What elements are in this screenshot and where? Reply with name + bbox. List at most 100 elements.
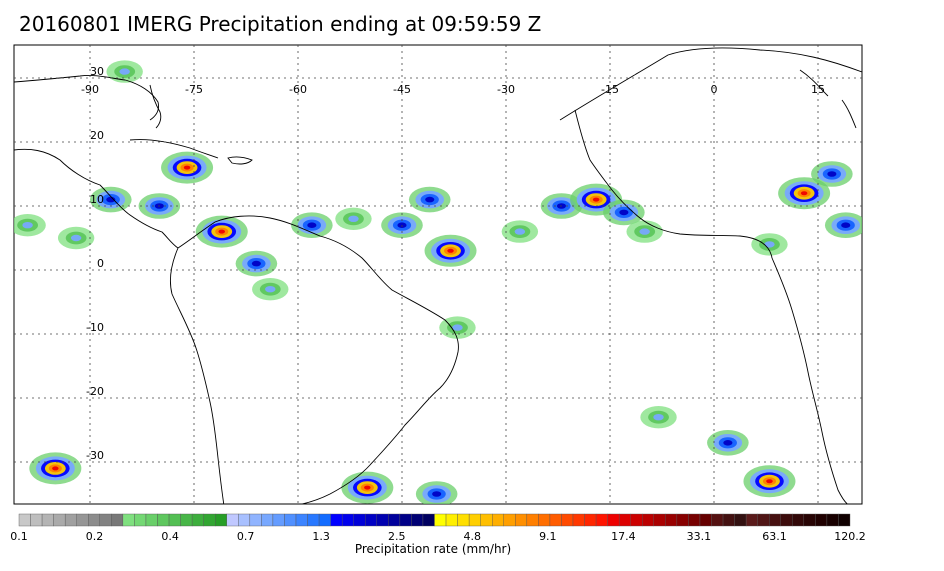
colorbar-tick-label: 17.4 xyxy=(611,530,636,543)
colorbar-cell xyxy=(688,513,701,527)
colorbar-cell xyxy=(653,513,666,527)
colorbar-cell xyxy=(607,513,620,527)
colorbar-cell xyxy=(388,513,401,527)
colorbar-title: Precipitation rate (mm/hr) xyxy=(354,542,512,556)
precip-cell xyxy=(626,220,663,243)
longitude-labels: -90 -75 -60 -45 -30 -15 0 15 xyxy=(81,83,825,96)
colorbar-cell xyxy=(572,513,585,527)
colorbar-cell xyxy=(595,513,608,527)
colorbar-cell xyxy=(226,513,239,527)
colorbar-cell xyxy=(41,513,54,527)
colorbar-cell xyxy=(353,513,366,527)
coastline-hispaniola xyxy=(227,156,253,165)
colorbar-cell xyxy=(261,513,274,527)
colorbar-cell xyxy=(341,513,354,527)
colorbar-cell xyxy=(180,513,193,527)
latitude-label: 30 xyxy=(90,65,104,78)
colorbar-cell xyxy=(618,513,631,527)
colorbar-cell xyxy=(295,513,308,527)
colorbar-cell xyxy=(711,513,724,527)
precip-cell xyxy=(751,233,788,256)
precip-cell xyxy=(603,199,645,226)
coastline-layer xyxy=(14,47,862,504)
colorbar-tick-label: 0.1 xyxy=(10,530,28,543)
latitude-label: -30 xyxy=(86,449,104,462)
precip-cell xyxy=(29,452,82,485)
colorbar-cell xyxy=(826,513,839,527)
precipitation-layer xyxy=(14,60,862,504)
colorbar-cell xyxy=(422,513,435,527)
colorbar-tick-label: 0.7 xyxy=(237,530,255,543)
colorbar-cell xyxy=(815,513,828,527)
colorbar-cell xyxy=(515,513,528,527)
precip-cell xyxy=(707,430,749,456)
longitude-label: -60 xyxy=(289,83,307,96)
colorbar-cell xyxy=(699,513,712,527)
colorbar-cell xyxy=(307,513,320,527)
colorbar-tick-label: 1.3 xyxy=(312,530,330,543)
colorbar-cell xyxy=(399,513,412,527)
colorbar-cell xyxy=(318,513,331,527)
colorbar-cell xyxy=(191,513,204,527)
precip-cell xyxy=(415,481,458,504)
coastline-africa-top xyxy=(559,47,862,121)
precip-cell xyxy=(743,465,796,498)
colorbar-cell xyxy=(53,513,66,527)
colorbar-cell xyxy=(30,513,43,527)
colorbar-tick-label: 0.2 xyxy=(86,530,104,543)
colorbar-cell xyxy=(111,513,124,527)
longitude-label: 15 xyxy=(811,83,825,96)
colorbar-cell xyxy=(561,513,574,527)
coastline-cuba xyxy=(129,139,219,159)
colorbar-cell xyxy=(18,513,31,527)
coastline-africa-west xyxy=(771,257,848,504)
precip-cell xyxy=(341,471,394,504)
colorbar-cell xyxy=(88,513,100,527)
precip-cell xyxy=(501,220,539,243)
colorbar-cell xyxy=(538,513,551,527)
colorbar-cell xyxy=(145,513,158,527)
colorbar-cell xyxy=(792,513,805,527)
colorbar-cell xyxy=(526,513,539,527)
colorbar-cell xyxy=(480,513,493,527)
colorbar-cell xyxy=(376,513,389,527)
colorbar-cell xyxy=(757,513,770,527)
colorbar-cell xyxy=(665,513,678,527)
colorbar-cell xyxy=(745,513,758,527)
latitude-label: 20 xyxy=(90,129,104,142)
colorbar-cell xyxy=(411,513,424,527)
colorbar-tick-label: 9.1 xyxy=(539,530,557,543)
colorbar-tick-label: 4.8 xyxy=(464,530,482,543)
colorbar-cell xyxy=(445,513,458,527)
colorbar-tick-label: 2.5 xyxy=(388,530,406,543)
colorbar-tick-label: 120.2 xyxy=(834,530,866,543)
precip-cell xyxy=(811,161,853,187)
colorbar-cell xyxy=(434,513,447,527)
colorbar-cell xyxy=(457,513,470,527)
precip-cell xyxy=(252,278,289,301)
colorbar-cell xyxy=(630,513,643,527)
precip-cell xyxy=(778,177,831,210)
grid-layer xyxy=(14,45,862,504)
colorbar-cell xyxy=(838,513,851,527)
precip-cell xyxy=(90,186,132,213)
colorbar-cell xyxy=(134,513,147,527)
colorbar-cell xyxy=(584,513,597,527)
latitude-labels: 30 20 10 0 -10 -20 -30 xyxy=(86,65,104,462)
longitude-label: -30 xyxy=(497,83,515,96)
precip-cell xyxy=(640,406,677,429)
precip-cell xyxy=(161,151,214,184)
longitude-label: -75 xyxy=(185,83,203,96)
map-title: 20160801 IMERG Precipitation ending at 0… xyxy=(19,12,542,36)
colorbar-cell xyxy=(722,513,735,527)
longitude-label: -15 xyxy=(601,83,619,96)
coastline-florida xyxy=(149,84,162,129)
colorbar-cell xyxy=(168,513,181,527)
colorbar-cell xyxy=(803,513,816,527)
latitude-label: -10 xyxy=(86,321,104,334)
colorbar-cell xyxy=(330,513,343,527)
coastline-africa-north xyxy=(574,109,773,259)
colorbar-cell xyxy=(642,513,654,527)
colorbar-cell xyxy=(503,513,516,527)
